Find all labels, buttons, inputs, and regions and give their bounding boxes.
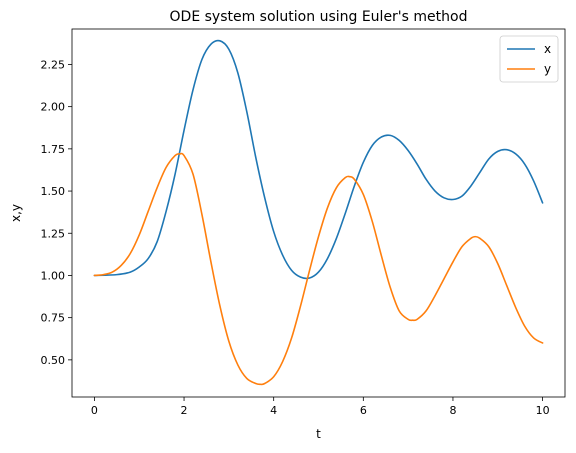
y-tick-label: 1.00 <box>41 269 66 282</box>
y-tick-label: 2.25 <box>41 58 66 71</box>
x-tick-label: 0 <box>91 404 98 417</box>
x-tick-label: 6 <box>360 404 367 417</box>
y-tick-label: 0.50 <box>41 354 66 367</box>
series-line-y <box>93 152 544 386</box>
x-tick-label: 2 <box>181 404 188 417</box>
y-tick-label: 2.00 <box>41 101 66 114</box>
x-tick-label: 8 <box>449 404 456 417</box>
series-layer <box>93 39 544 386</box>
x-tick-label: 10 <box>536 404 550 417</box>
y-tick-label: 0.75 <box>41 312 66 325</box>
series-line-x <box>93 39 544 280</box>
legend-label-y: y <box>544 62 551 76</box>
x-axis-label: t <box>316 427 321 441</box>
y-axis-label: x,y <box>9 204 23 222</box>
y-tick-label: 1.50 <box>41 185 66 198</box>
y-axis-ticks: 0.50 0.75 1.00 1.25 1.50 1.75 2.00 2.25 <box>41 58 72 367</box>
axes-frame <box>71 28 566 398</box>
y-tick-label: 1.25 <box>41 227 66 240</box>
legend-box <box>499 35 559 83</box>
legend-label-x: x <box>544 42 551 56</box>
legend: xy <box>499 35 559 83</box>
chart-title: ODE system solution using Euler's method <box>170 9 468 25</box>
y-tick-label: 1.75 <box>41 143 66 156</box>
x-axis-ticks: 0 2 4 6 8 10 <box>91 397 550 417</box>
x-tick-label: 4 <box>270 404 277 417</box>
